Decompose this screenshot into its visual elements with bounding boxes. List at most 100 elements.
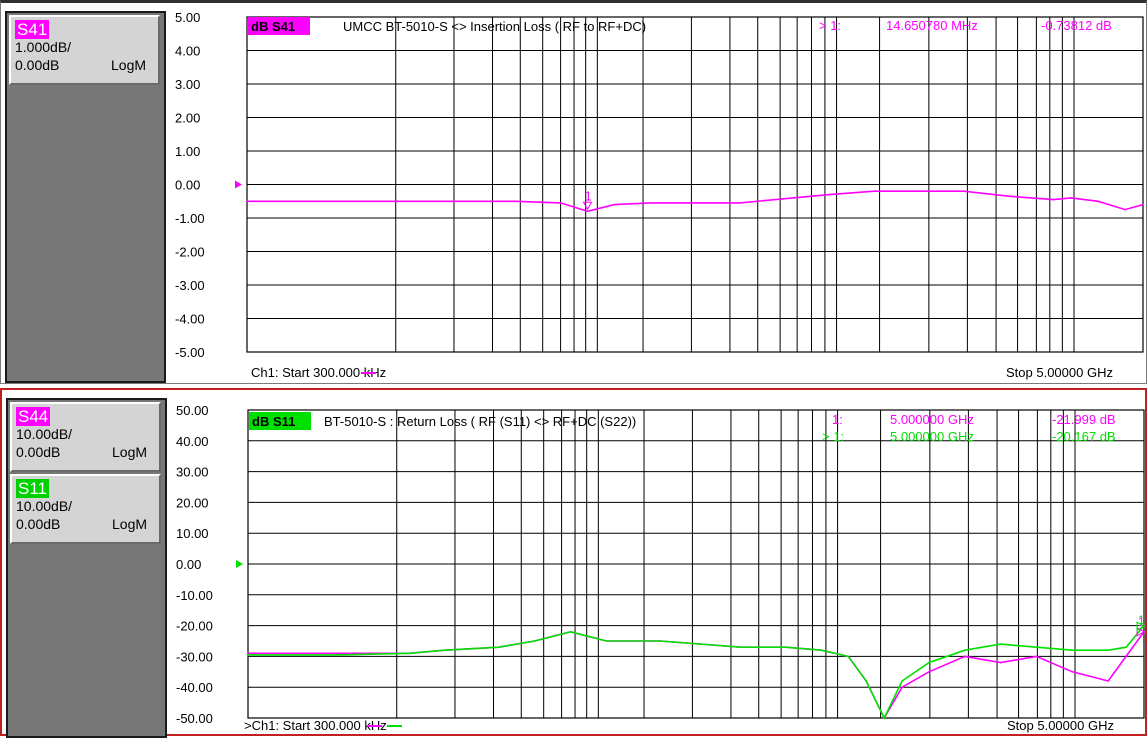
data-point <box>1035 655 1038 658</box>
y-tick-label: -2.00 <box>175 245 205 260</box>
data-point <box>1107 649 1109 652</box>
trace-format: LogM <box>112 516 148 532</box>
data-point <box>901 686 903 688</box>
marker-id: > 1: <box>819 18 841 33</box>
start-frequency: >Ch1: Start 300.000 kHz <box>244 718 387 733</box>
data-point <box>999 643 1002 645</box>
marker-value: -20.167 dB <box>1052 429 1116 444</box>
data-point <box>847 655 850 658</box>
data-point <box>659 640 661 642</box>
data-point <box>1070 197 1073 199</box>
trace-scale: 10.00dB/ <box>16 426 73 442</box>
plot-area-2[interactable]: 50.00 40.00 30.00 20.00 10.00 0.00 -10.0… <box>172 390 1147 739</box>
channel-window-1[interactable]: S41 1.000dB/ 0.00dB LogM 5.00 4.00 3.00 … <box>0 0 1147 384</box>
trace-format: LogM <box>111 57 147 73</box>
y-tick-label: 0.00 <box>176 557 201 572</box>
data-point <box>605 640 608 642</box>
title-badge: dB S11 <box>252 414 295 429</box>
data-point <box>1097 200 1099 203</box>
marker-label: 1 <box>584 188 591 203</box>
y-tick-label: 30.00 <box>176 465 209 480</box>
marker-triangle[interactable] <box>1136 621 1146 632</box>
y-tick-label: 40.00 <box>176 434 209 449</box>
plot-area-1[interactable]: 5.00 4.00 3.00 2.00 1.00 0.00 -1.00 -2.0… <box>171 3 1146 390</box>
data-point <box>820 649 823 652</box>
marker-id: > 1: <box>822 429 844 444</box>
trace-box-s41[interactable]: S41 1.000dB/ 0.00dB LogM <box>9 15 160 85</box>
marker-label: 1 <box>1138 613 1145 627</box>
data-point <box>964 649 966 652</box>
data-point <box>1007 195 1010 198</box>
trace-box-s11[interactable]: S11 10.00dB/ 0.00dB LogM <box>10 474 161 544</box>
data-point <box>515 200 517 203</box>
data-point <box>964 655 966 658</box>
data-point <box>928 661 930 664</box>
data-point <box>873 190 875 192</box>
data-point <box>425 200 427 203</box>
data-point <box>444 649 446 652</box>
data-point <box>533 640 536 642</box>
data-point <box>649 202 651 204</box>
trace-format: LogM <box>112 444 148 460</box>
data-point <box>1125 646 1127 648</box>
y-tick-label: -3.00 <box>175 278 205 293</box>
data-point <box>408 652 411 655</box>
marker-value: -21.999 dB <box>1052 412 1116 427</box>
chart-title: BT-5010-S : Return Loss ( RF (S11) <> RF… <box>324 414 636 429</box>
y-tick-label: 4.00 <box>175 44 200 59</box>
marker-triangle[interactable] <box>1136 626 1146 637</box>
trace-sidebar-2: S44 10.00dB/ 0.00dB LogM S11 10.00dB/ 0.… <box>6 398 167 738</box>
data-point <box>498 646 500 648</box>
marker-id: 1: <box>832 412 843 427</box>
y-tick-label: 50.00 <box>176 403 209 418</box>
marker-frequency: 5.000000 GHz <box>890 429 974 444</box>
data-point <box>247 654 249 656</box>
trace-name: S41 <box>15 20 50 39</box>
data-point <box>1052 198 1055 201</box>
data-point <box>569 630 572 633</box>
data-point <box>1107 680 1109 682</box>
data-point <box>901 680 903 682</box>
y-tick-label: -20.00 <box>176 619 213 634</box>
data-point <box>883 717 885 719</box>
y-tick-label: 3.00 <box>175 77 200 92</box>
reference-level-arrow <box>235 180 242 189</box>
y-tick-label: 1.00 <box>175 144 200 159</box>
data-point <box>246 200 248 203</box>
marker-frequency: 5.000000 GHz <box>890 412 974 427</box>
y-tick-label: -40.00 <box>176 680 213 695</box>
data-point <box>586 210 589 213</box>
data-point <box>828 193 831 196</box>
stop-frequency: Stop 5.00000 GHz <box>1007 718 1114 733</box>
trace-reference: 0.00dB <box>16 516 61 532</box>
data-point <box>1124 208 1126 211</box>
y-tick-label: -1.00 <box>175 211 205 226</box>
marker-frequency: 14.650780 MHz <box>886 18 978 33</box>
y-tick-label: 10.00 <box>176 526 209 541</box>
data-point <box>928 671 930 673</box>
stop-frequency: Stop 5.00000 GHz <box>1006 365 1113 380</box>
data-point <box>1142 203 1144 206</box>
marker-value: -0.73812 dB <box>1041 18 1112 33</box>
title-badge-bg <box>249 412 311 430</box>
data-point <box>865 680 868 682</box>
return-loss-chart[interactable]: 50.00 40.00 30.00 20.00 10.00 0.00 -10.0… <box>172 390 1147 734</box>
start-frequency: Ch1: Start 300.000 kHz <box>251 365 386 380</box>
marker-triangle[interactable] <box>582 201 593 211</box>
data-point <box>918 190 920 192</box>
title-badge-bg <box>248 17 310 35</box>
data-point <box>247 652 249 655</box>
data-point <box>1035 646 1038 648</box>
channel-window-2[interactable]: S44 10.00dB/ 0.00dB LogM S11 10.00dB/ 0.… <box>0 388 1147 739</box>
trace-reference: 0.00dB <box>16 444 61 460</box>
y-tick-label: 5.00 <box>175 10 200 25</box>
data-point <box>613 203 616 206</box>
y-tick-label: -50.00 <box>176 711 213 726</box>
marker-label: 1 <box>1138 615 1145 629</box>
data-point <box>1125 655 1127 658</box>
insertion-loss-chart[interactable]: 5.00 4.00 3.00 2.00 1.00 0.00 -1.00 -2.0… <box>171 3 1146 385</box>
data-point <box>1071 671 1074 673</box>
trace-box-s44[interactable]: S44 10.00dB/ 0.00dB LogM <box>10 402 161 472</box>
data-point <box>336 652 339 655</box>
y-tick-label: 2.00 <box>175 111 200 126</box>
